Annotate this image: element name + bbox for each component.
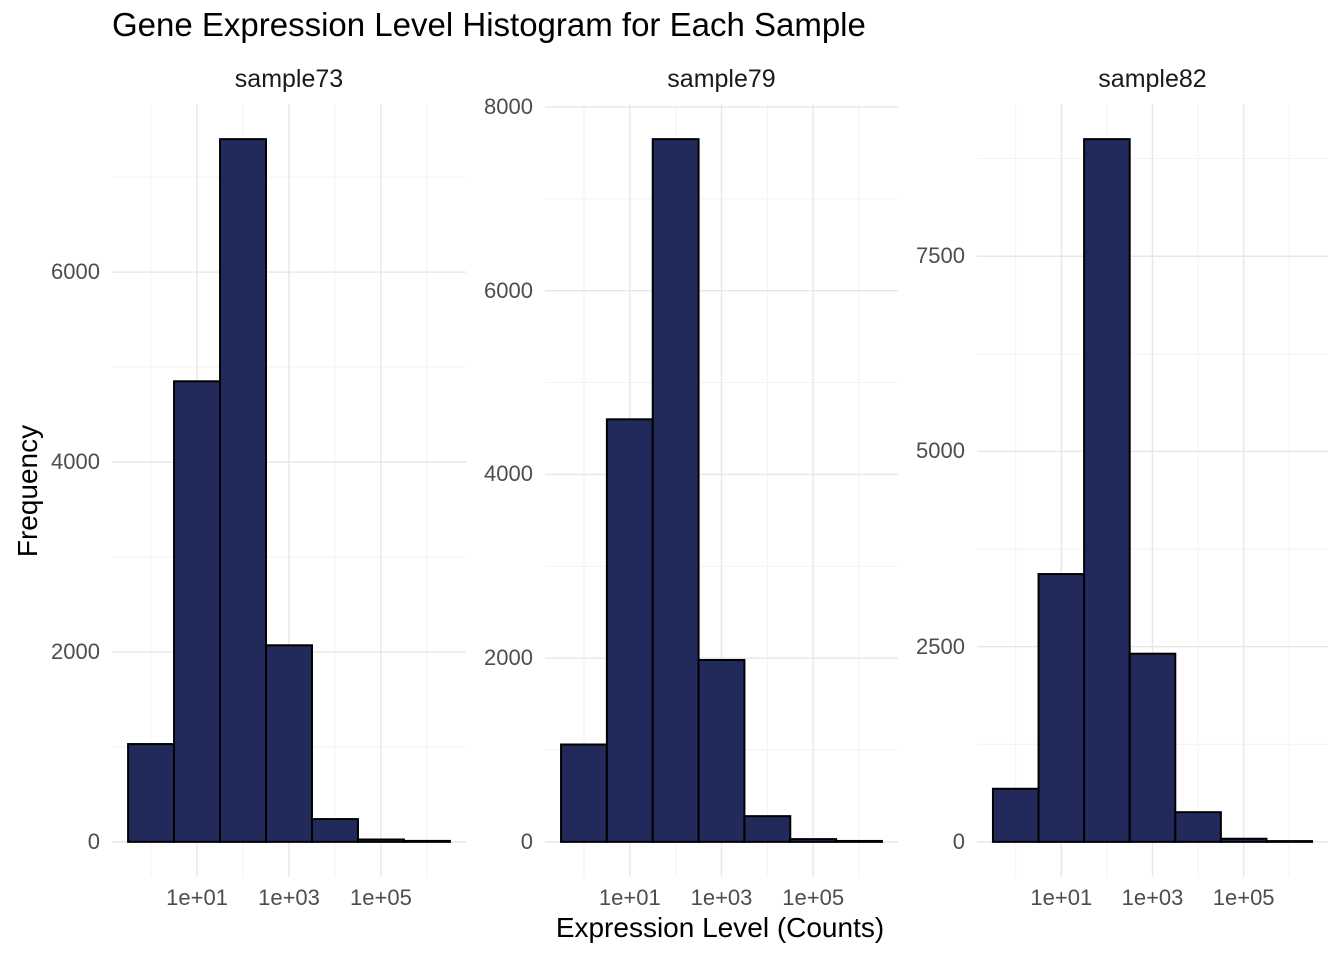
histogram-bar [1219,837,1268,843]
x-axis-tick-label: 1e+05 [782,885,845,910]
y-axis-tick-label: 4000 [484,461,533,487]
y-axis-tick-label: 6000 [484,277,533,303]
histogram-bar [560,743,608,843]
panel-plot-area-sample82 [977,104,1328,877]
y-axis-tick-label: 2000 [484,645,533,671]
y-axis-tick-label: 8000 [484,93,533,119]
histogram-bar [835,839,883,843]
x-axis-title: Expression Level (Counts) [555,912,885,943]
x-axis-tick-label: 1e+01 [166,885,228,910]
y-axis-tick-label: 2500 [916,633,965,659]
x-axis-tick-label: 1e+01 [1030,885,1093,910]
histogram-bar [697,658,746,843]
panel-plot-area-sample73 [112,104,466,877]
x-axis-tick-label: 1e+05 [350,885,412,910]
panel-plot-area-sample79 [545,104,898,877]
x-axis-tick-label: 1e+03 [1121,885,1184,910]
x-axis-tick-label: 1e+03 [690,885,753,910]
y-axis-title: Frequency [12,424,43,558]
histogram-bar [1037,573,1086,843]
histogram-bar [310,818,359,843]
strip-label-sample82: sample82 [1098,65,1207,93]
histogram-bar [743,815,792,843]
histogram-bar [605,418,654,843]
y-axis-tick-label: 7500 [916,243,965,269]
histogram-bar [651,138,700,843]
y-axis-tick-label: 6000 [51,259,100,285]
x-axis-tick-label: 1e+03 [258,885,320,910]
strip-label-sample79: sample79 [667,65,776,93]
x-axis-tick-label: 1e+01 [598,885,661,910]
histogram-bar [1265,840,1314,843]
y-axis-tick-label: 0 [952,828,965,854]
histogram-bar [402,839,451,843]
histogram-bar [265,644,313,843]
histogram-bar [1083,138,1131,843]
histogram-bar [1128,652,1177,843]
plot-title: Gene Expression Level Histogram for Each… [112,6,866,43]
y-axis-tick-label: 2000 [51,638,100,664]
strip-label-sample73: sample73 [234,65,344,93]
y-axis-tick-label: 0 [520,828,533,854]
histogram-bar [991,787,1040,843]
histogram-bar [1174,811,1222,843]
histogram-bar [219,138,268,843]
histogram-bar [173,380,222,843]
y-axis-tick-label: 4000 [51,449,100,474]
histogram-bar [127,743,176,843]
y-axis-tick-label: 5000 [916,438,965,464]
x-axis-tick-label: 1e+05 [1212,885,1275,910]
y-axis-tick-label: 0 [87,828,100,854]
